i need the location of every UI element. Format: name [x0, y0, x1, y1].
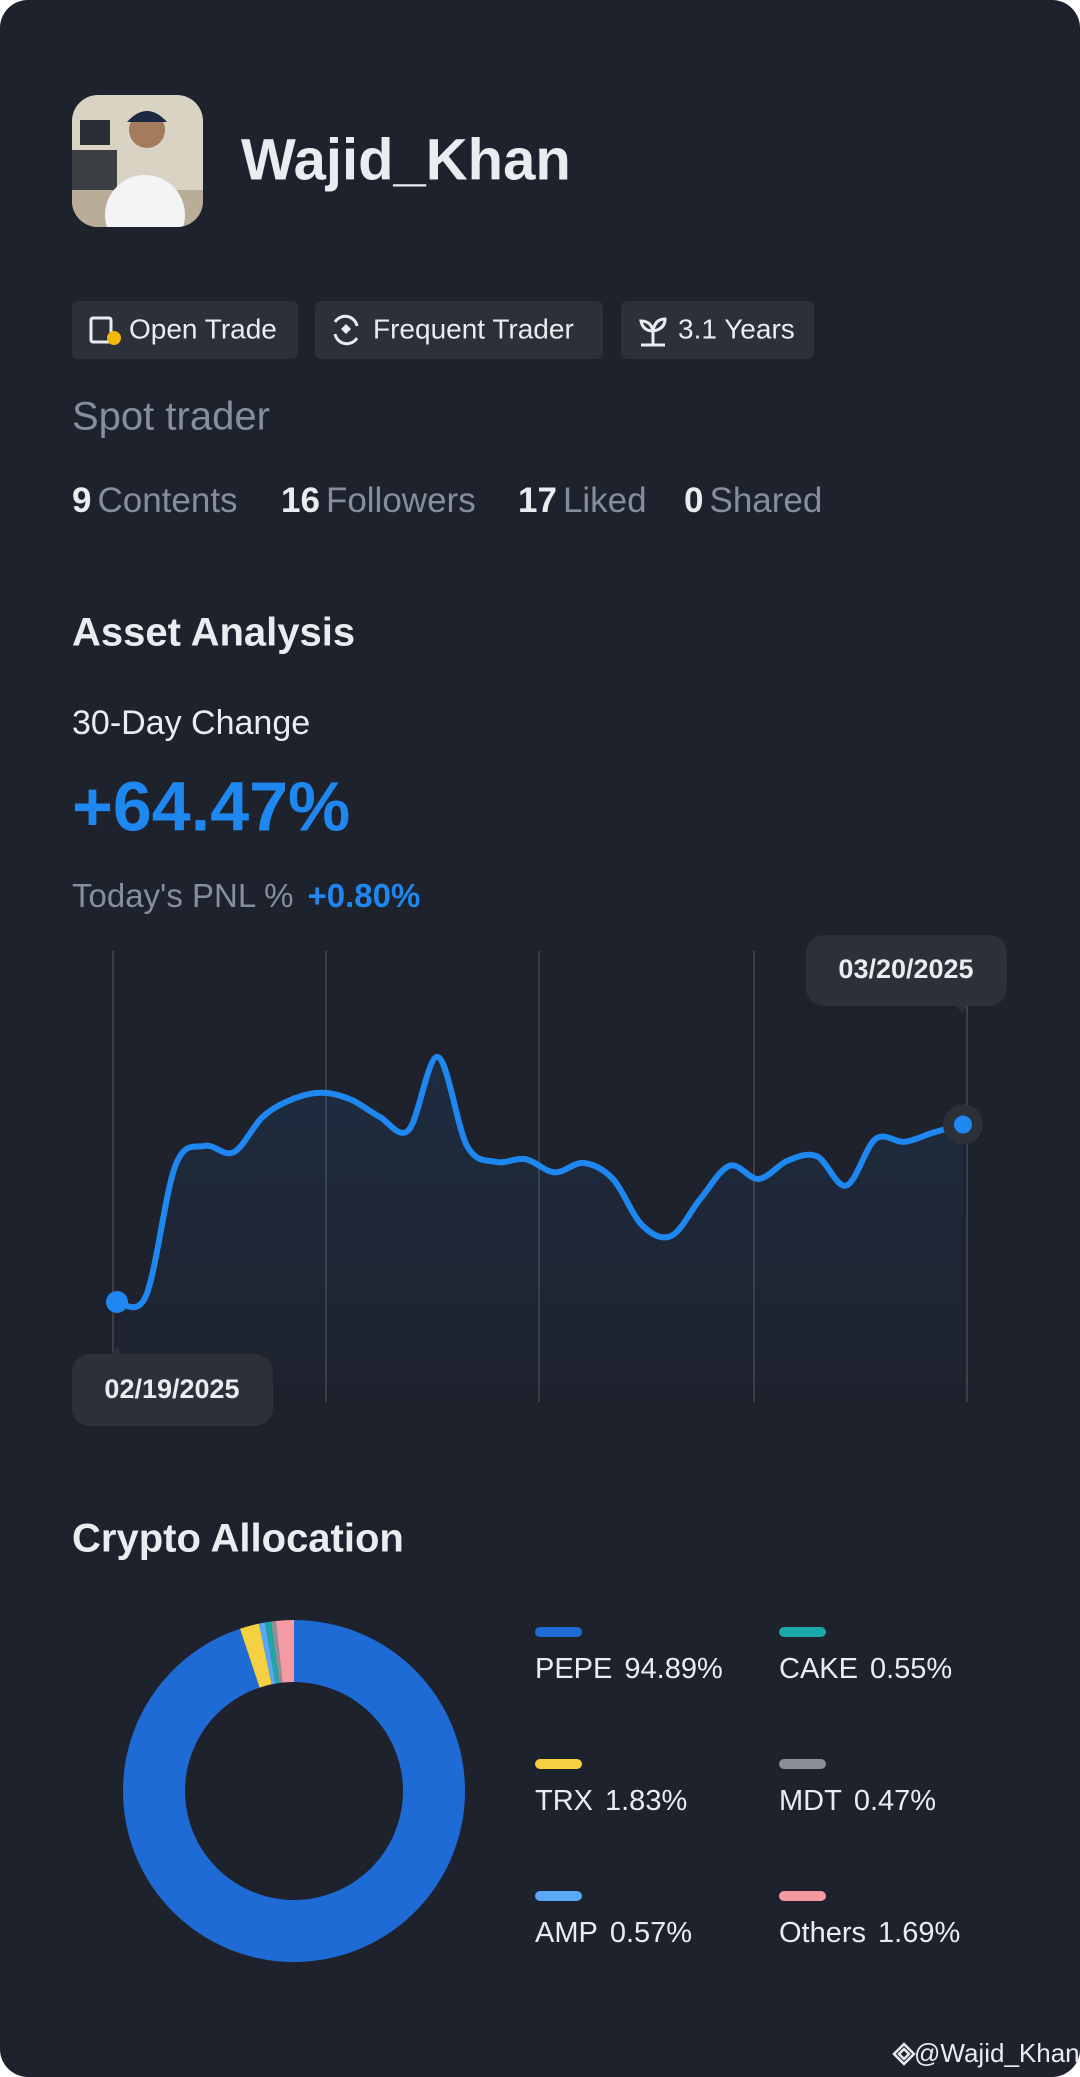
stat-label: Followers: [326, 481, 476, 520]
legend-value: 0.57%: [610, 1917, 692, 1949]
line: [116, 1054, 964, 1311]
badge-bg: [72, 301, 298, 359]
legend-value: 94.89%: [624, 1653, 722, 1685]
stat-label: Contents: [97, 481, 237, 520]
donut-slice[interactable]: [122, 1620, 465, 1962]
legend-name: TRX: [535, 1785, 593, 1817]
donut-slice[interactable]: [270, 1620, 283, 1684]
section-title: Asset Analysis: [72, 611, 355, 655]
legend-value: 0.55%: [870, 1653, 952, 1685]
badge-bg: [315, 301, 603, 359]
legend-name: Others: [779, 1917, 866, 1949]
watermark-logo: [892, 2042, 916, 2066]
badge-icon: [89, 314, 667, 347]
badge-label: Open Trade: [129, 313, 277, 344]
pnl-value: +0.80%: [308, 877, 421, 914]
legend-swatch: [779, 1891, 826, 1901]
stat-value: 17: [518, 481, 557, 520]
tooltip-pointer: [957, 1006, 967, 1014]
legend-item[interactable]: Others 1.69%: [779, 1917, 960, 1949]
legend-swatch: [779, 1627, 826, 1637]
legend-value: 1.69%: [878, 1917, 960, 1949]
legend-item[interactable]: CAKE 0.55%: [779, 1653, 952, 1685]
tooltip-pointer: [112, 1346, 122, 1354]
stat-label: Liked: [563, 481, 647, 520]
legend-name: MDT: [779, 1785, 842, 1817]
legend-name: AMP: [535, 1917, 598, 1949]
legend-item[interactable]: MDT 0.47%: [779, 1785, 936, 1817]
badge-label: Frequent Trader: [373, 313, 574, 344]
legend-swatch: [535, 1627, 582, 1637]
stat-value: 0: [684, 481, 703, 520]
date-label: 03/20/2025: [838, 954, 973, 984]
tooltip-bg: [806, 935, 1007, 1006]
legend-name: PEPE: [535, 1653, 612, 1685]
line-area: [117, 1056, 963, 1402]
pnl-label: Today's PNL %: [72, 877, 294, 914]
stat-value: 9: [72, 481, 91, 520]
end-point: [954, 1115, 972, 1134]
stat[interactable]: 17 Liked: [518, 481, 647, 520]
legend-value: 1.83%: [605, 1785, 687, 1817]
legend-swatch: [535, 1759, 582, 1769]
change-value: +64.47%: [72, 767, 350, 845]
pie-chart: PEPE 94.89% TRX 1.83% AMP 0.57% CAKE 0.55% MDT 0.…: [122, 1620, 960, 1962]
stat-label: Shared: [709, 481, 822, 520]
legend-value: 0.47%: [854, 1785, 936, 1817]
stat[interactable]: 16 Followers: [281, 481, 476, 520]
pnl: Today's PNL % +0.80%: [72, 877, 420, 914]
watermark: @Wajid_Khan: [914, 2038, 1080, 2068]
tooltip-bg: [72, 1354, 273, 1426]
stat[interactable]: 9 Contents: [72, 481, 238, 520]
user-name: Wajid_Khan: [241, 127, 571, 192]
legend-item[interactable]: TRX 1.83%: [535, 1785, 687, 1817]
line-chart: 02/19/2025 03/20/2025: [72, 935, 1007, 1426]
legend-item[interactable]: PEPE 94.89%: [535, 1653, 723, 1685]
legend-name: CAKE: [779, 1653, 858, 1685]
badge-label: 3.1 Years: [678, 313, 795, 344]
stat[interactable]: 0 Shared: [684, 481, 822, 520]
legend-item[interactable]: AMP 0.57%: [535, 1917, 692, 1949]
donut-slice[interactable]: [259, 1622, 276, 1685]
role: Spot trader: [72, 395, 270, 439]
legend-swatch: [779, 1759, 826, 1769]
avatar[interactable]: [72, 95, 203, 255]
section-title: Crypto Allocation: [72, 1517, 404, 1561]
donut-slice[interactable]: [240, 1623, 272, 1688]
date-label: 02/19/2025: [104, 1374, 239, 1404]
start-point: [106, 1291, 128, 1313]
donut-slice[interactable]: [275, 1620, 294, 1683]
badge-bg: [621, 301, 814, 359]
change-label: 30-Day Change: [72, 704, 310, 742]
legend-swatch: [535, 1891, 582, 1901]
stat-value: 16: [281, 481, 320, 520]
donut-slice[interactable]: [265, 1621, 280, 1684]
